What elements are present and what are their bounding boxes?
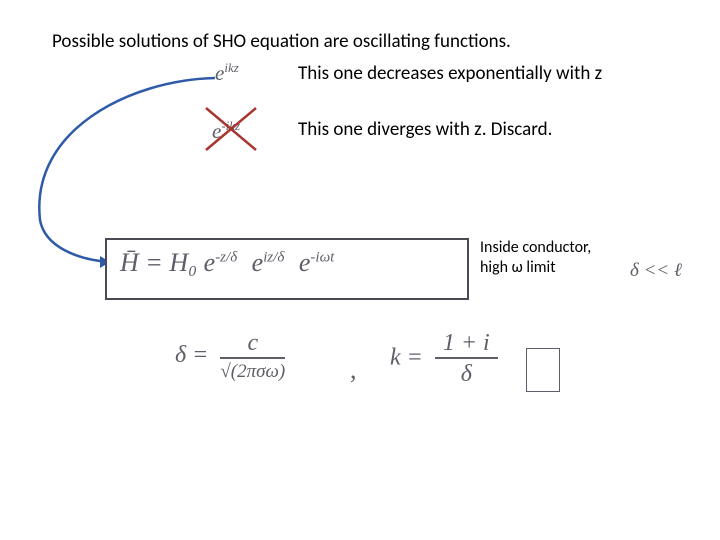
- k-formula: k = 1 + i δ: [390, 330, 498, 388]
- formula-H: H̄ = H₀ e: [120, 248, 215, 277]
- line1: This one decreases exponentially with z: [298, 62, 602, 85]
- delta-label: δ =: [175, 342, 208, 368]
- line2: This one diverges with z. Discard.: [298, 118, 552, 141]
- formula-mid: e: [252, 248, 264, 277]
- formula-exp3: -iωt: [310, 249, 334, 265]
- main-formula: H̄ = H₀ e-z/δ eiz/δ e-iωt: [120, 248, 334, 278]
- k-label: k =: [390, 345, 423, 371]
- inside-caption-1: Inside conductor,: [480, 238, 591, 257]
- formula-end: e: [299, 248, 311, 277]
- delta-formula: δ = c √(2πσω): [175, 330, 285, 383]
- formula-exp1: -z/δ: [215, 249, 237, 265]
- formula-exp2: iz/δ: [263, 249, 284, 265]
- delta-den: √(2πσω): [220, 359, 285, 383]
- delta-num: c: [220, 330, 285, 359]
- delta-small: δ << ℓ: [630, 260, 682, 282]
- comma: ,: [350, 355, 357, 385]
- k-den: δ: [435, 359, 498, 388]
- small-box: [526, 348, 560, 392]
- k-num: 1 + i: [435, 330, 498, 359]
- inside-caption-2: high ω limit: [480, 258, 556, 277]
- title-line: Possible solutions of SHO equation are o…: [52, 30, 511, 53]
